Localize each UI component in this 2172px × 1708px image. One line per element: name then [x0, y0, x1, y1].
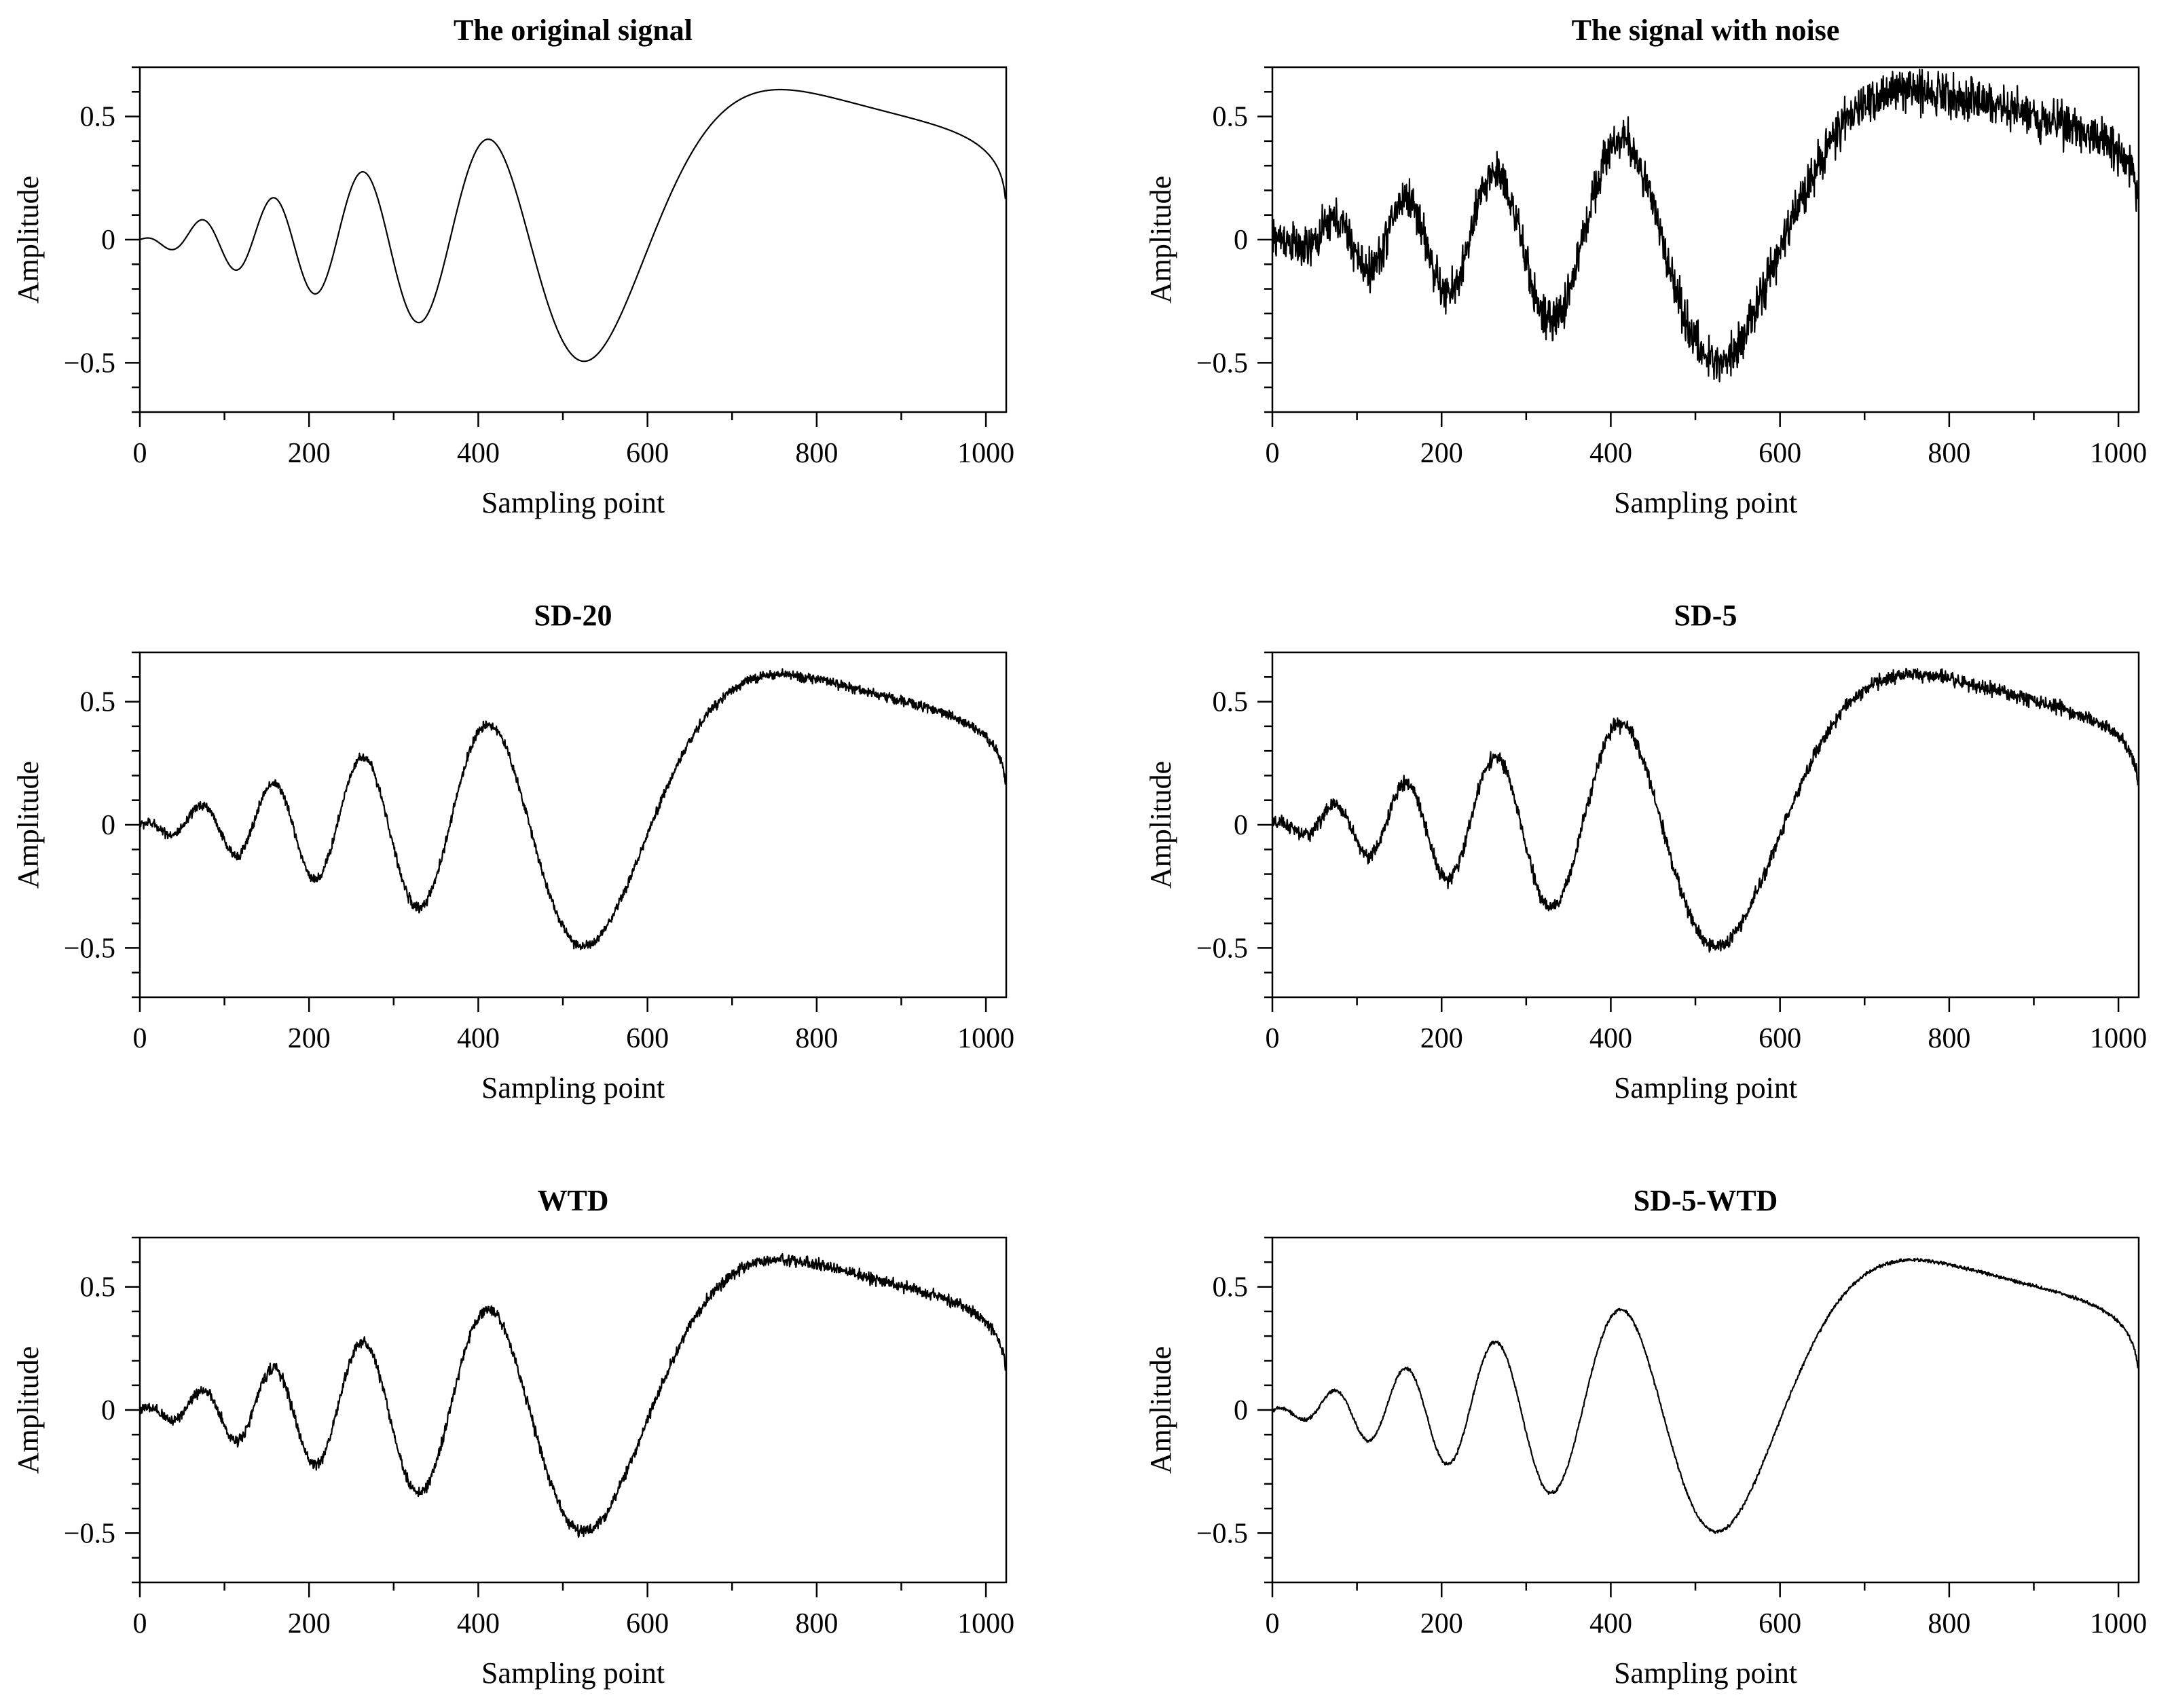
chart-title: The original signal — [454, 14, 693, 47]
y-tick-label: 0 — [101, 225, 115, 256]
x-tick-label: 1000 — [2090, 1608, 2147, 1639]
y-axis-label: Amplitude — [1144, 761, 1177, 889]
x-tick-label: 800 — [795, 438, 838, 469]
plot-frame — [139, 66, 1008, 413]
y-tick-label: −0.5 — [1196, 348, 1248, 379]
x-tick-label: 600 — [626, 1023, 669, 1054]
plot-frame — [1271, 1236, 2140, 1584]
y-axis-label: Amplitude — [12, 176, 45, 303]
x-tick-label: 600 — [1759, 438, 1801, 469]
x-tick-label: 200 — [1420, 1023, 1463, 1054]
x-tick-label: 800 — [795, 1023, 838, 1054]
y-axis-label: Amplitude — [1144, 176, 1177, 303]
x-tick-label: 600 — [626, 1608, 669, 1639]
y-tick-label: −0.5 — [64, 1518, 115, 1549]
x-tick-label: 0 — [1266, 1608, 1280, 1639]
y-tick-label: 0.5 — [80, 1272, 116, 1303]
y-tick-label: 0 — [1234, 810, 1248, 841]
y-tick-label: 0.5 — [1213, 1272, 1249, 1303]
y-tick-label: 0.5 — [1213, 687, 1249, 718]
x-tick-label: 800 — [1928, 1608, 1970, 1639]
x-tick-label: 1000 — [2090, 438, 2147, 469]
x-axis-label: Sampling point — [481, 1656, 665, 1690]
chart-title: The signal with noise — [1572, 14, 1840, 47]
x-tick-label: 200 — [1420, 1608, 1463, 1639]
x-tick-label: 0 — [1266, 438, 1280, 469]
y-tick-label: −0.5 — [64, 933, 115, 964]
series-line-SD-5-WTD — [1272, 1257, 2139, 1534]
y-axis-label: Amplitude — [1144, 1346, 1177, 1474]
x-tick-label: 1000 — [957, 438, 1014, 469]
chart-title: SD-5 — [1674, 599, 1737, 632]
x-tick-label: 1000 — [957, 1608, 1014, 1639]
y-tick-label: −0.5 — [64, 348, 115, 379]
chart-panel-1: The original signal 0 200 400 600 800 1000 0.5 0… — [12, 14, 1014, 519]
y-tick-label: 0 — [1234, 1395, 1248, 1426]
y-axis-label: Amplitude — [12, 1346, 45, 1474]
chart-panel-2: The signal with noise 0 200 400 600 800 1000 0.… — [1144, 14, 2147, 519]
chart-panel-6: SD-5-WTD 0 200 400 600 800 1000 0.5 0 −0.5 Samplin… — [1144, 1184, 2147, 1690]
x-tick-label: 600 — [1759, 1608, 1801, 1639]
series-line-noisy — [1271, 69, 2139, 383]
series-line-SD-5 — [1271, 667, 2139, 953]
y-axis-label: Amplitude — [12, 761, 45, 889]
x-axis-label: Sampling point — [481, 1071, 665, 1104]
chart-title: SD-20 — [534, 599, 612, 632]
x-tick-label: 400 — [457, 438, 500, 469]
series-line-SD-20 — [139, 668, 1006, 950]
x-tick-label: 600 — [626, 438, 669, 469]
series-line-original — [139, 88, 1006, 363]
x-axis-label: Sampling point — [1614, 486, 1797, 519]
x-tick-label: 400 — [457, 1608, 500, 1639]
chart-panel-4: SD-5 0 200 400 600 800 1000 0.5 0 −0.5 Sampling po… — [1144, 599, 2147, 1104]
x-axis-label: Sampling point — [1614, 1071, 1797, 1104]
x-tick-label: 200 — [1420, 438, 1463, 469]
x-tick-label: 1000 — [2090, 1023, 2147, 1054]
x-tick-label: 200 — [288, 1608, 331, 1639]
y-tick-label: 0 — [101, 810, 115, 841]
x-tick-label: 600 — [1759, 1023, 1801, 1054]
series-line-WTD — [139, 1252, 1006, 1538]
x-tick-label: 400 — [1589, 1023, 1632, 1054]
y-tick-label: 0.5 — [80, 687, 116, 718]
x-tick-label: 0 — [133, 1023, 147, 1054]
plot-frame — [1271, 651, 2140, 999]
x-axis-label: Sampling point — [1614, 1656, 1797, 1690]
chart-title: SD-5-WTD — [1634, 1184, 1778, 1217]
x-tick-label: 800 — [1928, 438, 1970, 469]
y-tick-label: 0.5 — [1213, 102, 1249, 133]
x-tick-label: 200 — [288, 1023, 331, 1054]
x-tick-label: 400 — [1589, 438, 1632, 469]
y-tick-label: 0.5 — [80, 102, 116, 133]
x-axis-label: Sampling point — [481, 486, 665, 519]
y-tick-label: 0 — [1234, 225, 1248, 256]
x-tick-label: 1000 — [957, 1023, 1014, 1054]
plot-frame — [139, 1236, 1008, 1584]
x-tick-label: 0 — [1266, 1023, 1280, 1054]
x-tick-label: 0 — [133, 438, 147, 469]
chart-title: WTD — [537, 1184, 608, 1217]
x-tick-label: 200 — [288, 438, 331, 469]
x-tick-label: 0 — [133, 1608, 147, 1639]
y-tick-label: −0.5 — [1196, 1518, 1248, 1549]
x-tick-label: 400 — [457, 1023, 500, 1054]
chart-panel-5: WTD 0 200 400 600 800 1000 0.5 0 −0.5 Sampling poi… — [12, 1184, 1014, 1690]
chart-panel-3: SD-20 0 200 400 600 800 1000 0.5 0 −0.5 Sampling p… — [12, 599, 1014, 1104]
x-tick-label: 400 — [1589, 1608, 1632, 1639]
y-tick-label: −0.5 — [1196, 933, 1248, 964]
y-tick-label: 0 — [101, 1395, 115, 1426]
x-tick-label: 800 — [1928, 1023, 1970, 1054]
x-tick-label: 800 — [795, 1608, 838, 1639]
